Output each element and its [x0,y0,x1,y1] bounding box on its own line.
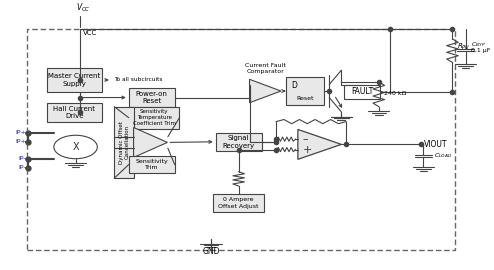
Text: $C_{BYP}$: $C_{BYP}$ [471,40,486,49]
Text: +: + [303,144,312,155]
Bar [129,107,179,129]
Bar [213,194,264,212]
Text: Master Current
Supply: Master Current Supply [48,73,100,87]
Text: VCC: VCC [83,30,97,36]
Text: $V_{CC}$: $V_{CC}$ [76,2,90,14]
Text: Sensitivity
Trim: Sensitivity Trim [135,159,168,170]
Text: Hall Current
Drive: Hall Current Drive [53,106,95,119]
Text: VIOUT: VIOUT [423,140,447,149]
Bar [286,77,325,105]
Text: D: D [291,81,297,90]
Text: $C_{LOAD}$: $C_{LOAD}$ [434,151,453,160]
Text: IP-: IP- [18,165,26,170]
Text: FAULT: FAULT [351,87,373,96]
Text: Signal
Recovery: Signal Recovery [223,135,255,148]
Text: –: – [303,134,308,144]
Bar [27,29,455,250]
Text: IP+: IP+ [15,130,26,135]
Text: X: X [72,142,79,152]
Bar [129,88,175,107]
Polygon shape [133,127,167,157]
Text: 0,1 μF: 0,1 μF [471,48,491,53]
Text: IP-: IP- [18,156,26,161]
Bar [129,156,175,173]
Bar [46,103,102,122]
Polygon shape [298,129,341,159]
Text: Reset: Reset [296,96,314,102]
Bar [344,85,380,99]
Bar [216,133,262,151]
Text: Dynamic Offset
Cancellation: Dynamic Offset Cancellation [119,121,129,164]
Text: 240 kΩ: 240 kΩ [384,91,406,96]
Text: $R_{PU}$: $R_{PU}$ [457,42,471,52]
Text: 0 Ampere
Offset Adjust: 0 Ampere Offset Adjust [218,197,259,208]
Text: GND: GND [202,247,220,256]
Text: IP+: IP+ [15,139,26,144]
Bar [46,68,102,92]
Text: Sensitivity
Temperature
Coefficient Trim: Sensitivity Temperature Coefficient Trim [132,109,175,126]
Bar [114,107,133,178]
Text: Power-on
Reset: Power-on Reset [136,91,167,104]
Polygon shape [249,79,281,103]
Text: Current Fault
Comparator: Current Fault Comparator [245,63,286,74]
Text: To all subcircuits: To all subcircuits [114,77,163,82]
